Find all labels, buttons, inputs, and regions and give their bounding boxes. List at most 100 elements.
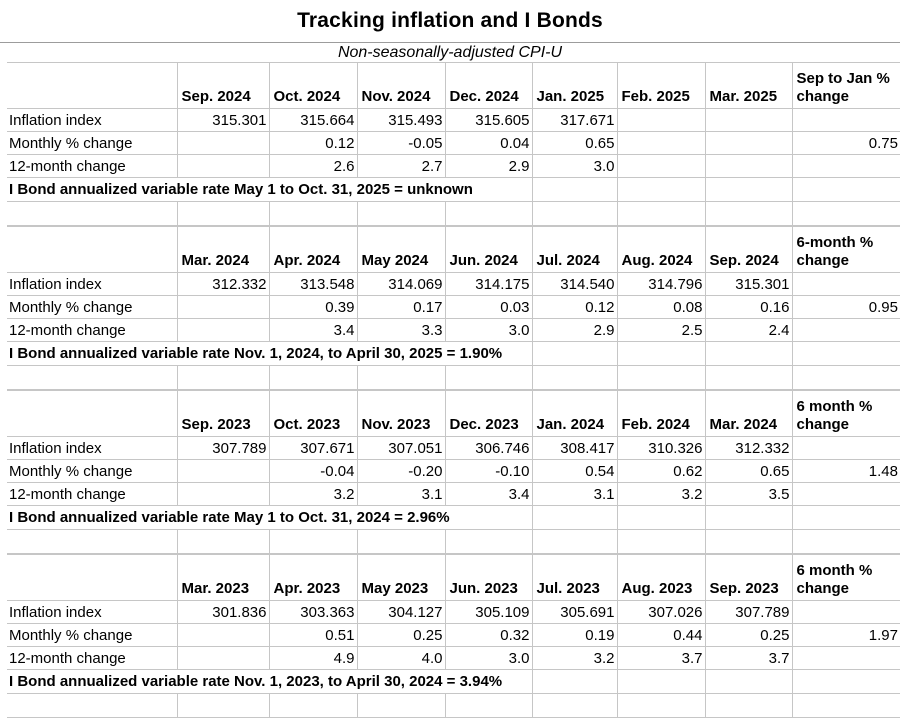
inflation-table-4: Mar. 2023 Apr. 2023 May 2023 Jun. 2023 Jul. …	[7, 554, 900, 718]
row-label: 12-month change	[7, 646, 178, 670]
column-header-blank	[7, 226, 178, 273]
spacer-cell	[531, 693, 618, 718]
value-cell: 305.691	[531, 600, 618, 624]
change-period-header: Sep to Jan % change	[791, 62, 900, 109]
row-label: 12-month change	[7, 482, 178, 506]
column-header-blank	[7, 62, 178, 109]
value-cell: 315.605	[444, 108, 533, 132]
value-cell: 2.5	[616, 318, 706, 342]
spacer-cell	[616, 529, 706, 554]
spacer-cell	[356, 529, 446, 554]
row-label: Monthly % change	[7, 295, 178, 319]
value-cell	[791, 272, 900, 296]
value-cell	[176, 646, 270, 670]
spacer-cell	[704, 201, 793, 226]
month-header: Oct. 2024	[268, 62, 358, 109]
change-period-header: 6-month % change	[791, 226, 900, 273]
value-cell: 0.51	[268, 623, 358, 647]
value-cell	[791, 108, 900, 132]
value-cell	[616, 131, 706, 155]
value-cell: 2.9	[531, 318, 618, 342]
value-cell: 317.671	[531, 108, 618, 132]
spacer-cell	[531, 365, 618, 390]
value-cell: 314.175	[444, 272, 533, 296]
value-cell: 1.97	[791, 623, 900, 647]
row-label: Inflation index	[7, 600, 178, 624]
row-label: Monthly % change	[7, 623, 178, 647]
note-empty-cell	[531, 669, 618, 694]
spacer-cell	[704, 365, 793, 390]
month-header: Jan. 2024	[531, 390, 618, 437]
value-cell: -0.05	[356, 131, 446, 155]
spacer-cell	[531, 529, 618, 554]
value-cell: 0.54	[531, 459, 618, 483]
value-cell: 0.44	[616, 623, 706, 647]
value-cell: 314.796	[616, 272, 706, 296]
value-cell	[704, 131, 793, 155]
page-subtitle: Non-seasonally-adjusted CPI-U	[0, 42, 900, 62]
note-empty-cell	[704, 505, 793, 530]
spacer-cell	[268, 529, 358, 554]
value-cell	[791, 600, 900, 624]
value-cell: 0.16	[704, 295, 793, 319]
month-header: Nov. 2023	[356, 390, 446, 437]
note-empty-cell	[531, 177, 618, 202]
value-cell: 0.62	[616, 459, 706, 483]
month-header: Sep. 2024	[704, 226, 793, 273]
value-cell: 307.051	[356, 436, 446, 460]
spacer-cell	[356, 201, 446, 226]
value-cell: 4.9	[268, 646, 358, 670]
value-cell	[616, 154, 706, 178]
value-cell: 0.65	[531, 131, 618, 155]
spacer-cell	[616, 201, 706, 226]
value-cell: 312.332	[176, 272, 270, 296]
note-empty-cell	[791, 669, 900, 694]
row-label: 12-month change	[7, 154, 178, 178]
value-cell: 3.3	[356, 318, 446, 342]
spacer-cell	[176, 201, 270, 226]
month-header: Mar. 2023	[176, 554, 270, 601]
spacer-cell	[531, 201, 618, 226]
spacer-cell	[444, 365, 533, 390]
spacer-cell	[7, 201, 178, 226]
value-cell	[176, 131, 270, 155]
value-cell	[704, 108, 793, 132]
value-cell	[791, 646, 900, 670]
value-cell	[791, 318, 900, 342]
value-cell: 306.746	[444, 436, 533, 460]
spacer-cell	[176, 365, 270, 390]
value-cell: 0.12	[268, 131, 358, 155]
month-header: May 2023	[356, 554, 446, 601]
note-empty-cell	[791, 505, 900, 530]
ibond-rate-note: I Bond annualized variable rate Nov. 1, …	[7, 341, 533, 366]
value-cell: 2.9	[444, 154, 533, 178]
spacer-cell	[791, 693, 900, 718]
spacer-cell	[7, 529, 178, 554]
spacer-cell	[444, 201, 533, 226]
value-cell: 2.7	[356, 154, 446, 178]
value-cell: 3.2	[616, 482, 706, 506]
value-cell: 315.301	[704, 272, 793, 296]
value-cell: 3.0	[444, 646, 533, 670]
value-cell: 0.32	[444, 623, 533, 647]
value-cell	[176, 318, 270, 342]
month-header: Sep. 2024	[176, 62, 270, 109]
value-cell: 0.75	[791, 131, 900, 155]
note-empty-cell	[616, 341, 706, 366]
page-title: Tracking inflation and I Bonds	[297, 9, 603, 32]
value-cell: 1.48	[791, 459, 900, 483]
column-header-blank	[7, 554, 178, 601]
spacer-cell	[444, 529, 533, 554]
value-cell	[704, 154, 793, 178]
month-header: Apr. 2024	[268, 226, 358, 273]
value-cell	[176, 459, 270, 483]
month-header: Jun. 2023	[444, 554, 533, 601]
note-empty-cell	[704, 341, 793, 366]
month-header: Feb. 2025	[616, 62, 706, 109]
value-cell: -0.20	[356, 459, 446, 483]
value-cell: 0.65	[704, 459, 793, 483]
value-cell	[176, 154, 270, 178]
value-cell	[176, 623, 270, 647]
value-cell: 3.2	[531, 646, 618, 670]
spacer-cell	[791, 201, 900, 226]
